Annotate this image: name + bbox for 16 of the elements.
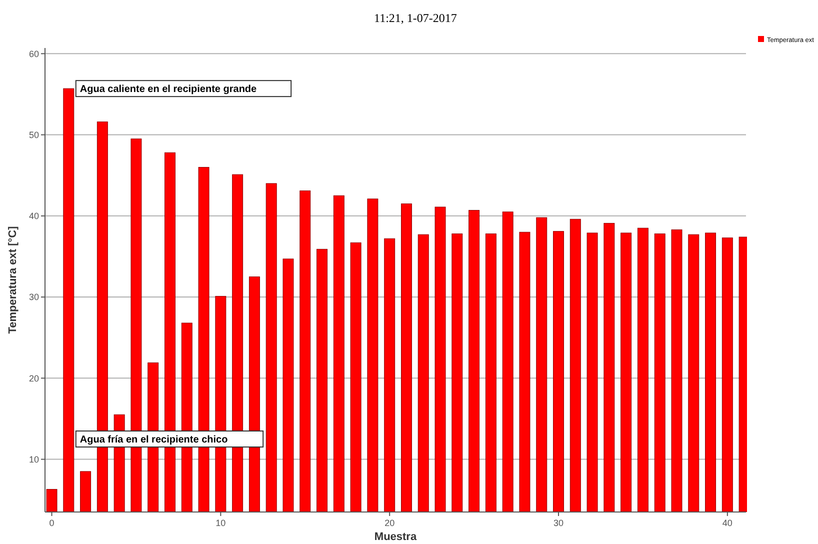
y-tick-label: 20	[28, 373, 39, 384]
x-tick-label: 20	[384, 518, 395, 528]
x-tick-label: 10	[216, 518, 226, 528]
chart-title: 11:21, 1-07-2017	[374, 11, 457, 25]
y-tick-label: 50	[28, 130, 39, 140]
y-tick-label: 30	[28, 292, 39, 302]
annotation: Agua fría en el recipiente chico	[80, 434, 228, 446]
x-axis-title: Muestra	[374, 531, 418, 543]
x-tick-label: 0	[49, 518, 54, 528]
annotation: Agua caliente en el recipiente grande	[80, 84, 258, 96]
y-tick-label: 60	[28, 48, 39, 59]
y-tick-label: 10	[28, 454, 39, 464]
x-tick-label: 30	[553, 518, 564, 528]
x-tick-label: 40	[722, 518, 732, 528]
y-axis-title: Temperatura ext [°C]	[7, 226, 19, 334]
y-tick-label: 40	[28, 211, 39, 222]
